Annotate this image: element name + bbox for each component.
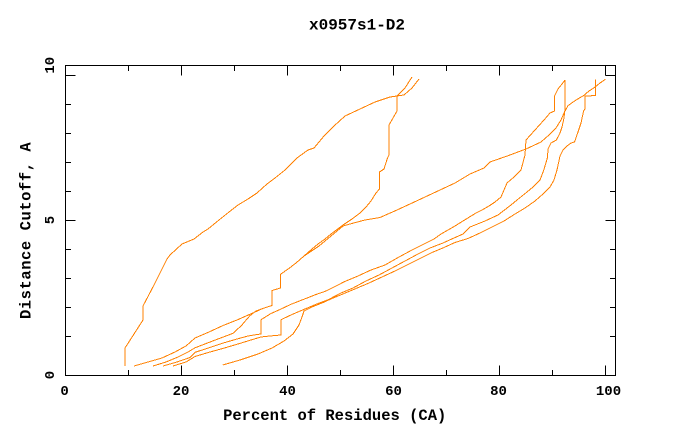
- svg-text:20: 20: [173, 384, 190, 400]
- svg-text:10: 10: [43, 57, 59, 74]
- svg-text:0: 0: [60, 384, 68, 400]
- svg-text:x0957s1-D2: x0957s1-D2: [309, 17, 405, 35]
- svg-text:5: 5: [43, 216, 59, 224]
- svg-text:Distance Cutoff, A: Distance Cutoff, A: [18, 142, 36, 319]
- svg-text:60: 60: [385, 384, 402, 400]
- svg-text:0: 0: [43, 371, 59, 379]
- svg-text:Percent of Residues (CA): Percent of Residues (CA): [223, 407, 446, 425]
- svg-text:40: 40: [279, 384, 296, 400]
- svg-text:80: 80: [490, 384, 507, 400]
- svg-text:100: 100: [596, 384, 621, 400]
